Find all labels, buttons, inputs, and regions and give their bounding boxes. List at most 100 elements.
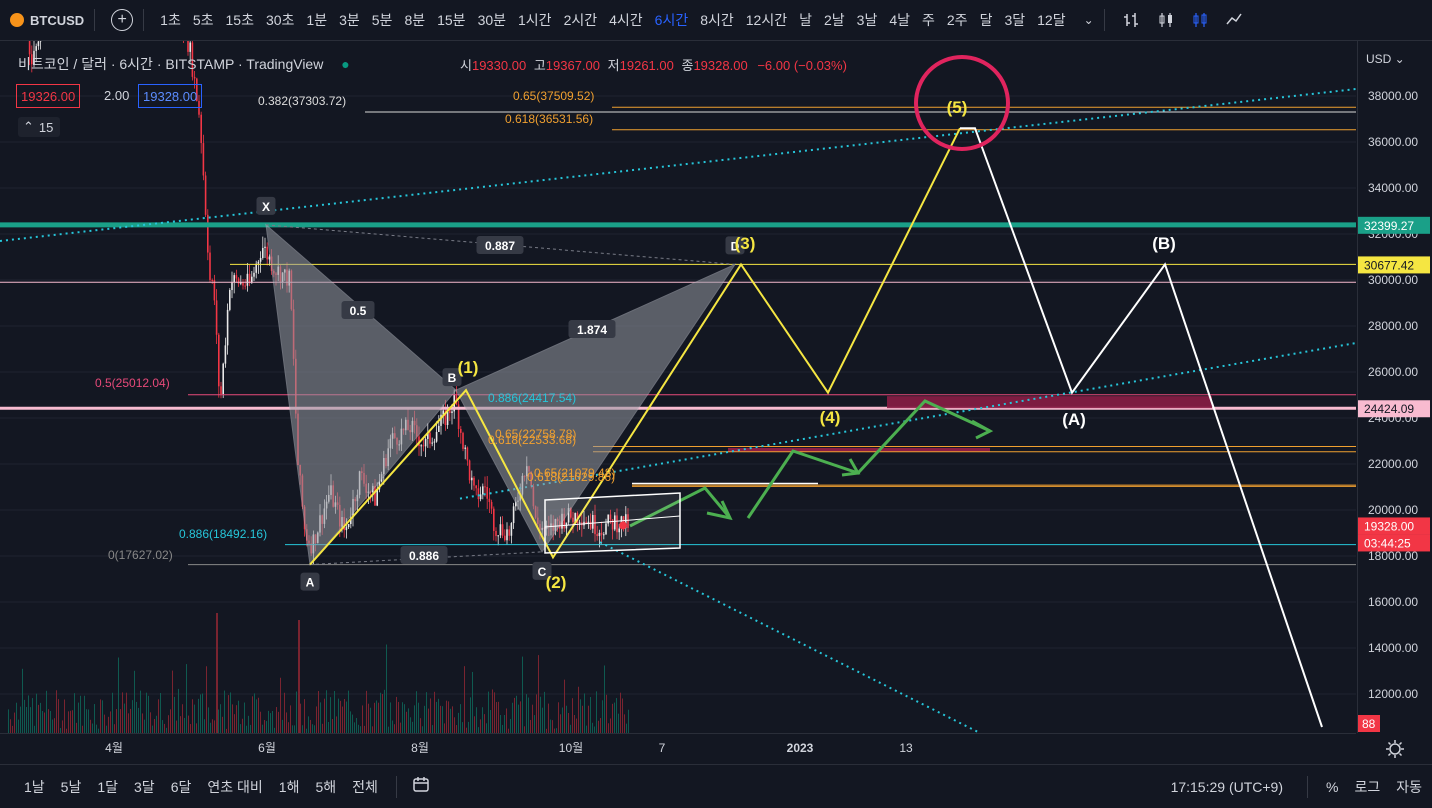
arrowhead bbox=[972, 421, 990, 438]
timeframe-7[interactable]: 8분 bbox=[404, 10, 425, 30]
chevron-down-icon[interactable]: ⌄ bbox=[1084, 13, 1094, 27]
volume-bar bbox=[108, 717, 109, 733]
timeframe-23[interactable]: 3달 bbox=[1004, 10, 1025, 30]
timeframe-17[interactable]: 2날 bbox=[824, 10, 845, 30]
volume-bar bbox=[74, 693, 75, 733]
timeframe-1[interactable]: 5초 bbox=[193, 10, 214, 30]
timeframe-18[interactable]: 3날 bbox=[857, 10, 878, 30]
range-5[interactable]: 연초 대비 bbox=[207, 777, 262, 797]
timeframe-21[interactable]: 2주 bbox=[947, 10, 968, 30]
line-chart-icon[interactable] bbox=[1223, 9, 1245, 31]
candle-body bbox=[489, 499, 491, 502]
range-3[interactable]: 3달 bbox=[134, 777, 155, 797]
candle-body bbox=[258, 262, 260, 264]
price-tick-6: 26000.00 bbox=[1368, 365, 1418, 379]
price-label-2: 24424.09 bbox=[1364, 402, 1414, 416]
candle-body bbox=[247, 274, 249, 286]
bar-chart-icon[interactable] bbox=[1121, 9, 1143, 31]
timeframe-10[interactable]: 1시간 bbox=[518, 10, 552, 30]
volume-bar bbox=[272, 711, 273, 733]
volume-bar bbox=[502, 725, 503, 733]
timeframe-15[interactable]: 12시간 bbox=[746, 10, 787, 30]
ratio-abc: 0.886 bbox=[409, 549, 439, 563]
timeframe-11[interactable]: 2시간 bbox=[564, 10, 598, 30]
volume-bar bbox=[202, 693, 203, 733]
settings-gear-icon[interactable] bbox=[1384, 738, 1406, 760]
range-6[interactable]: 1해 bbox=[279, 777, 300, 797]
timeframe-20[interactable]: 주 bbox=[922, 10, 935, 30]
range-1[interactable]: 5날 bbox=[61, 777, 82, 797]
clock-time[interactable]: 17:15:29 (UTC+9) bbox=[1171, 779, 1283, 795]
volume-bar bbox=[608, 723, 609, 733]
legend-title: 비트코인 / 달러 · 6시간 · BITSTAMP · TradingView bbox=[18, 56, 323, 72]
timeframe-2[interactable]: 15초 bbox=[226, 10, 254, 30]
divider bbox=[1104, 9, 1105, 31]
range-8[interactable]: 전체 bbox=[352, 777, 378, 797]
volume-bar bbox=[604, 665, 605, 733]
volume-bar bbox=[102, 700, 103, 733]
divider bbox=[1307, 776, 1308, 798]
volume-bar bbox=[480, 719, 481, 733]
volume-bar bbox=[308, 716, 309, 733]
price-chart[interactable]: XABCD0.50.8871.8740.886(1)(2)(3)(4)(5)(A… bbox=[0, 41, 1356, 733]
volume-bar bbox=[622, 698, 623, 733]
candle-body bbox=[35, 46, 37, 51]
timeframe-14[interactable]: 8시간 bbox=[700, 10, 734, 30]
hollow-candle-icon[interactable] bbox=[1189, 9, 1211, 31]
timeframe-12[interactable]: 4시간 bbox=[609, 10, 643, 30]
timeframe-4[interactable]: 1분 bbox=[306, 10, 327, 30]
ratio-bcd: 1.874 bbox=[577, 323, 607, 337]
log-toggle[interactable]: 로그 bbox=[1354, 777, 1380, 797]
timeframe-6[interactable]: 5분 bbox=[372, 10, 393, 30]
volume-bar bbox=[432, 725, 433, 733]
timeframe-3[interactable]: 30초 bbox=[266, 10, 294, 30]
candle-body bbox=[460, 429, 462, 433]
range-4[interactable]: 6달 bbox=[171, 777, 192, 797]
range-7[interactable]: 5해 bbox=[315, 777, 336, 797]
volume-bar bbox=[42, 711, 43, 733]
volume-bar bbox=[552, 720, 553, 733]
close-label: 종 bbox=[681, 58, 693, 73]
candle-body bbox=[222, 364, 224, 394]
candle-body bbox=[214, 280, 216, 300]
timeframe-22[interactable]: 달 bbox=[980, 10, 993, 30]
volume-bar bbox=[342, 707, 343, 733]
volume-bar bbox=[254, 693, 255, 733]
indicators-toggle[interactable]: ⌃ 15 bbox=[18, 117, 60, 137]
add-symbol-icon[interactable]: + bbox=[111, 9, 133, 31]
timeframe-24[interactable]: 12달 bbox=[1037, 10, 1065, 30]
symbol-name[interactable]: BTCUSD bbox=[30, 13, 84, 28]
volume-bar bbox=[528, 698, 529, 733]
ask-price-box[interactable]: 19328.00 bbox=[138, 84, 202, 108]
timeframe-8[interactable]: 15분 bbox=[437, 10, 465, 30]
volume-bar bbox=[348, 691, 349, 733]
timeframe-0[interactable]: 1초 bbox=[160, 10, 181, 30]
volume-bar bbox=[200, 694, 201, 733]
volume-bar bbox=[124, 704, 125, 733]
percent-toggle[interactable]: % bbox=[1326, 779, 1338, 795]
trendline-lower bbox=[600, 542, 980, 733]
candle-body bbox=[502, 524, 504, 535]
timeframe-9[interactable]: 30분 bbox=[478, 10, 506, 30]
timeframe-19[interactable]: 4날 bbox=[889, 10, 910, 30]
bid-price-box[interactable]: 19326.00 bbox=[16, 84, 80, 108]
timeframe-13[interactable]: 6시간 bbox=[655, 10, 689, 30]
timeframe-5[interactable]: 3분 bbox=[339, 10, 360, 30]
volume-bar bbox=[380, 693, 381, 733]
candle-body bbox=[506, 529, 508, 540]
date-range-icon[interactable] bbox=[411, 775, 431, 798]
auto-toggle[interactable]: 자동 bbox=[1396, 777, 1422, 797]
volume-bar bbox=[614, 703, 615, 733]
range-0[interactable]: 1날 bbox=[24, 777, 45, 797]
volume-bar bbox=[190, 724, 191, 733]
volume-bar bbox=[470, 697, 471, 733]
candle-chart-icon[interactable] bbox=[1155, 9, 1177, 31]
candle-body bbox=[236, 275, 238, 278]
volume-bar bbox=[100, 699, 101, 733]
timeframe-16[interactable]: 날 bbox=[799, 10, 812, 30]
range-2[interactable]: 1달 bbox=[97, 777, 118, 797]
consolidation-box bbox=[545, 493, 680, 553]
